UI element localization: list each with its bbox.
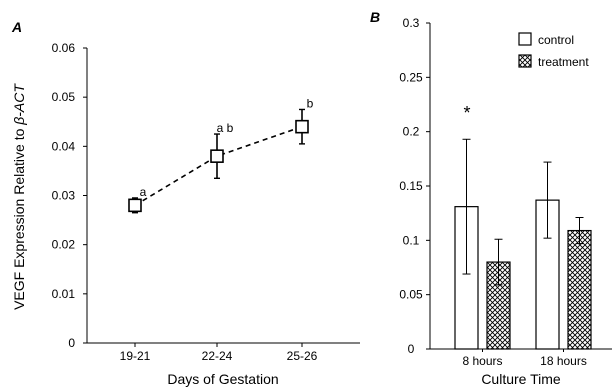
y-tick-label: 0.1 [403, 233, 420, 247]
point-label: a b [217, 121, 234, 135]
y-tick-label: 0.03 [52, 189, 76, 203]
panel-b: B 0 0.05 0.1 0.15 0.2 0.25 0.3 * 8 hours 18 hou… [370, 9, 612, 387]
panel-b-bars: * [454, 103, 592, 350]
data-point [128, 198, 142, 213]
panel-a-y-ticks: 0 0.01 0.02 0.03 0.04 0.05 0.06 [52, 41, 87, 350]
panel-a: A 0 0.01 0.02 0.03 0.04 0.05 0.06 19-21 22-24 25… [11, 19, 360, 387]
bar-treatment-18-hours [567, 229, 592, 350]
panel-a-label: A [11, 19, 22, 35]
panel-a-y-label-main: VEGF Expression Relative to [11, 125, 27, 310]
series-line [134, 125, 303, 207]
panel-b-label: B [370, 9, 380, 25]
y-tick-label: 0 [68, 336, 75, 350]
legend-label-control: control [538, 33, 574, 47]
panel-a-x-ticks: 19-21 22-24 25-26 [120, 343, 318, 363]
x-tick-label: 22-24 [202, 349, 233, 363]
y-tick-label: 0.01 [52, 287, 76, 301]
data-point [295, 119, 309, 134]
panel-a-x-label: Days of Gestation [167, 371, 278, 387]
panel-b-legend: control treatment [518, 32, 589, 69]
x-tick-label: 18 hours [540, 354, 587, 368]
data-point [210, 149, 224, 163]
y-tick-label: 0.3 [403, 16, 420, 30]
y-tick-label: 0.06 [52, 41, 76, 55]
y-tick-label: 0.15 [399, 179, 423, 193]
y-tick-label: 0.2 [403, 125, 420, 139]
y-tick-label: 0.25 [399, 70, 423, 84]
y-tick-label: 0.05 [399, 288, 423, 302]
panel-b-x-label: Culture Time [481, 371, 561, 387]
panel-a-plot: a a b b [128, 96, 314, 214]
significance-asterisk: * [463, 103, 470, 123]
x-tick-label: 19-21 [120, 349, 151, 363]
panel-b-x-ticks: 8 hours 18 hours [462, 349, 587, 368]
y-tick-label: 0 [408, 342, 415, 356]
panel-b-y-ticks: 0 0.05 0.1 0.15 0.2 0.25 0.3 [399, 16, 430, 356]
legend-swatch-treatment [518, 54, 532, 68]
y-tick-label: 0.02 [52, 238, 76, 252]
y-tick-label: 0.04 [52, 139, 76, 153]
x-tick-label: 25-26 [287, 349, 318, 363]
legend-swatch-control [518, 32, 532, 46]
point-label: b [307, 96, 314, 110]
y-tick-label: 0.05 [52, 90, 76, 104]
panel-a-y-label-italic: β-ACT [11, 83, 27, 126]
x-tick-label: 8 hours [462, 354, 502, 368]
point-label: a [140, 185, 147, 199]
legend-label-treatment: treatment [538, 55, 589, 69]
panel-a-y-label: VEGF Expression Relative to β-ACT [11, 83, 27, 310]
